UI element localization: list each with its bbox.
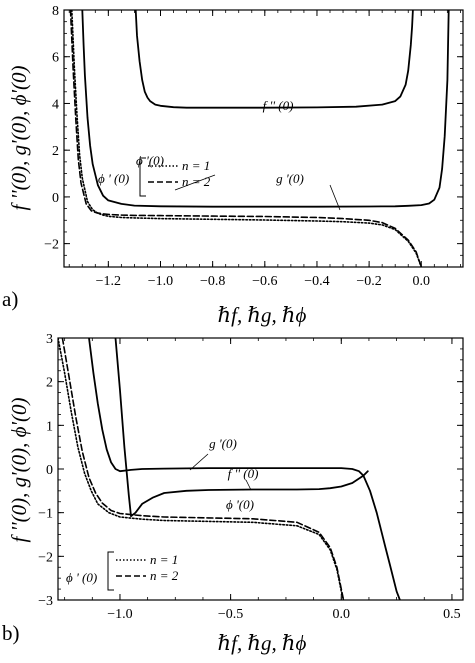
- x-tick-label: −1.2: [96, 274, 121, 289]
- y-tick-label: 0: [52, 191, 59, 206]
- y-tick-label: −2: [38, 550, 53, 565]
- y-tick-label: 6: [52, 51, 59, 66]
- curve-label-leader: [329, 184, 341, 211]
- legend-group-label: ϕ ' (0): [66, 570, 97, 585]
- curve-label-leader: [189, 453, 209, 471]
- panel-a: −1.2 −1.0 −0.8 −0.6 −0.4 −0.2 0.0 −2 0 2 4 6 8 f '' (…: [2, 4, 464, 327]
- panel-tag: b): [2, 621, 20, 645]
- y-tick-label: 2: [46, 376, 53, 391]
- curve-label-leader: [245, 479, 252, 491]
- series-line-n-2: [69, 10, 423, 267]
- y-tick-label: 8: [52, 4, 59, 19]
- legend-bracket: [107, 551, 114, 591]
- curve-label-leader: [174, 174, 216, 191]
- x-tick-label: −0.5: [218, 607, 243, 622]
- curve-label: ϕ '(0): [136, 153, 164, 168]
- series-line-g-0-: [88, 338, 401, 600]
- legend-group-label: ϕ ' (0): [98, 171, 129, 186]
- x-tick-label: 0.0: [333, 607, 351, 622]
- y-tick-label: 2: [52, 144, 59, 159]
- panel-b: −1.0 −0.5 0.0 0.5 −3 −2 −1 0 1 2 3 g '(0) f '' (0) ϕ …: [2, 332, 464, 655]
- x-tick-label: −1.0: [148, 274, 173, 289]
- x-tick-label: −1.0: [107, 607, 132, 622]
- legend-bracket: [139, 157, 146, 197]
- series-line-f-0-: [114, 338, 369, 518]
- legend-entry: n = 2: [182, 174, 211, 189]
- y-tick-label: −2: [44, 238, 59, 253]
- series-group: [69, 10, 450, 267]
- series-line-n-1: [71, 10, 423, 267]
- y-tick-label: 3: [46, 332, 53, 347]
- curve-label: f '' (0): [263, 98, 294, 113]
- x-axis-label: ℏf, ℏg, ℏϕ: [218, 303, 307, 327]
- panel-tag: a): [2, 287, 18, 311]
- series-line-g-0-: [81, 10, 450, 208]
- y-axis-label: f ''(0), g'(0), ϕ'(0): [7, 66, 31, 211]
- legend-entry: n = 2: [150, 568, 179, 583]
- legend: ϕ ' (0) n = 1n = 2: [98, 157, 211, 197]
- x-tick-label: −0.8: [200, 274, 225, 289]
- y-tick-label: −1: [38, 507, 53, 522]
- y-tick-label: 0: [46, 463, 53, 478]
- legend-entry: n = 1: [150, 552, 178, 567]
- curve-label: ϕ '(0): [226, 497, 254, 512]
- y-tick-label: −3: [38, 594, 53, 609]
- x-tick-label: −0.2: [356, 274, 381, 289]
- x-axis-label: ℏf, ℏg, ℏϕ: [218, 631, 307, 655]
- series-line-f-0-: [134, 10, 414, 109]
- curve-label: g '(0): [276, 171, 304, 186]
- legend-entry: n = 1: [182, 158, 210, 173]
- x-tick-label: 0.0: [413, 274, 431, 289]
- series-group: [58, 338, 401, 600]
- x-tick-label: 0.5: [443, 607, 461, 622]
- x-tick-label: −0.4: [304, 274, 329, 289]
- plot-frame: [63, 9, 464, 268]
- x-tick-label: −0.6: [252, 274, 277, 289]
- legend: ϕ ' (0) n = 1n = 2: [66, 551, 179, 591]
- y-axis-label: f ''(0), g'(0), ϕ'(0): [7, 398, 31, 543]
- y-tick-label: 4: [52, 97, 59, 112]
- curve-label: g '(0): [209, 436, 237, 451]
- curve-label: f '' (0): [228, 466, 259, 481]
- y-tick-label: 1: [46, 419, 53, 434]
